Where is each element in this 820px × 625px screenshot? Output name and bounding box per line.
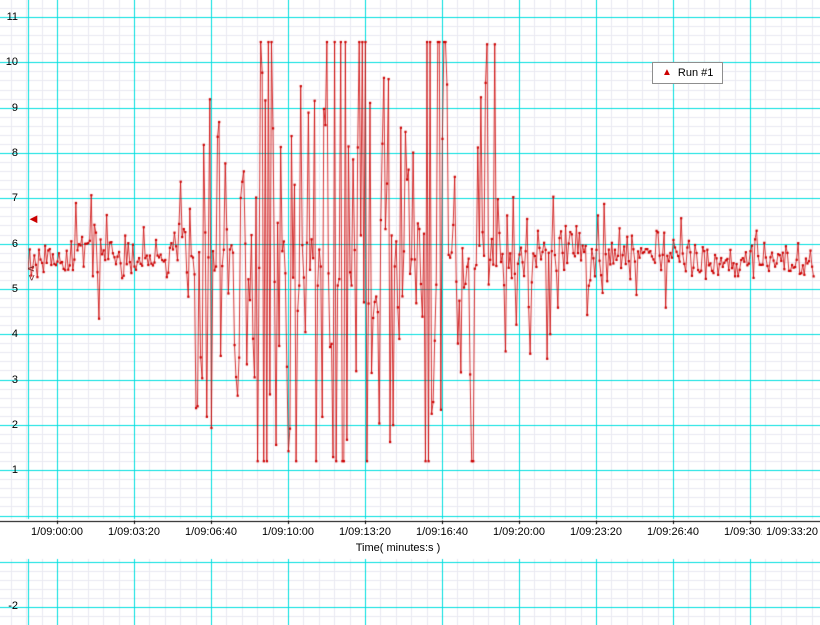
y-tick-label: 1 bbox=[11, 464, 18, 477]
y-tick-label: 7 bbox=[11, 192, 18, 205]
x-tick-label: 1/09:03:20 bbox=[104, 526, 164, 539]
x-tick-label: 1/09:10:00 bbox=[258, 526, 318, 539]
y-tick-label: 6 bbox=[11, 237, 18, 250]
x-tick-label: 1/09:20:00 bbox=[489, 526, 549, 539]
legend[interactable]: ▲ Run #1 bbox=[652, 62, 724, 84]
x-tick-label: 1/09:13:20 bbox=[335, 526, 395, 539]
y-tick-label: 2 bbox=[11, 418, 18, 431]
y-tick-label: 9 bbox=[11, 101, 18, 114]
x-tick-label: 1/09:23:20 bbox=[566, 526, 626, 539]
y-axis-unit-label: v > bbox=[25, 266, 37, 281]
value-cursor-icon[interactable]: ◄ bbox=[27, 211, 40, 226]
lower-panel-tick-label: -2 bbox=[8, 600, 18, 612]
x-tick-label: 1/09:26:40 bbox=[643, 526, 703, 539]
x-axis-title: Time( minutes:s ) bbox=[355, 542, 441, 554]
y-tick-label: 4 bbox=[11, 328, 18, 341]
x-tick-label: 1/09:06:40 bbox=[181, 526, 241, 539]
y-tick-label: 10 bbox=[5, 56, 18, 69]
legend-series-name: Run #1 bbox=[677, 67, 714, 79]
x-tick-label-edge: 1/09:33:20 bbox=[762, 526, 820, 539]
y-tick-label: 11 bbox=[6, 11, 18, 23]
y-tick-label: 5 bbox=[11, 282, 18, 295]
y-tick-label: 3 bbox=[11, 373, 18, 386]
x-tick-label: 1/09:00:00 bbox=[27, 526, 87, 539]
legend-marker-icon: ▲ bbox=[662, 67, 672, 78]
x-tick-label: 1/09:16:40 bbox=[412, 526, 472, 539]
y-tick-label: 8 bbox=[11, 146, 18, 159]
